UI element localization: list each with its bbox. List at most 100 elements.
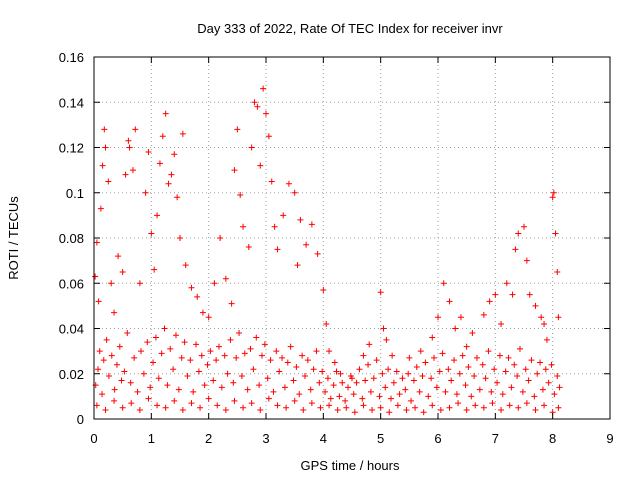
data-point [190, 388, 197, 395]
data-point [195, 368, 202, 375]
data-point [240, 223, 247, 230]
data-point [270, 388, 277, 395]
plot-frame [93, 56, 611, 420]
data-point [324, 375, 331, 382]
data-point [377, 404, 384, 411]
data-point [344, 384, 351, 391]
data-point [405, 370, 412, 377]
data-point [111, 309, 118, 316]
data-point [187, 357, 194, 364]
data-point [416, 388, 423, 395]
data-point [287, 343, 294, 350]
data-point [171, 397, 178, 404]
x-tick-label: 4 [320, 431, 327, 446]
data-point [138, 348, 145, 355]
data-point [103, 336, 110, 343]
data-point [194, 293, 201, 300]
x-tick-label: 1 [148, 431, 155, 446]
data-point [303, 241, 310, 248]
data-point [240, 404, 247, 411]
data-point [390, 379, 397, 386]
data-point [172, 332, 179, 339]
data-point [258, 352, 265, 359]
data-point [273, 348, 280, 355]
data-point [472, 402, 479, 409]
data-point [184, 373, 191, 380]
data-point [330, 382, 337, 389]
data-point [555, 404, 562, 411]
y-tick-label: 0.06 [59, 276, 84, 291]
data-point [268, 178, 275, 185]
data-point [396, 391, 403, 398]
data-point [260, 85, 267, 92]
data-point [93, 402, 100, 409]
data-point [515, 404, 522, 411]
data-point [136, 406, 143, 413]
data-point [299, 352, 306, 359]
data-point [150, 359, 157, 366]
data-point [294, 262, 301, 269]
data-point [213, 357, 220, 364]
y-tick-label: 0.14 [59, 95, 84, 110]
data-point [503, 280, 510, 287]
data-point [251, 99, 258, 106]
data-point [446, 298, 453, 305]
data-point [393, 368, 400, 375]
data-point [102, 406, 109, 413]
data-point [128, 400, 135, 407]
data-point [512, 246, 519, 253]
data-point [435, 314, 441, 321]
data-point [210, 377, 217, 384]
data-point [322, 388, 329, 395]
data-point [538, 314, 545, 321]
data-point [489, 400, 496, 407]
data-point [531, 393, 538, 400]
data-point [205, 314, 212, 321]
data-point [237, 192, 244, 199]
data-point [359, 395, 366, 402]
data-point [247, 345, 254, 352]
data-point [129, 167, 136, 174]
data-point [436, 368, 443, 375]
data-point [174, 194, 181, 201]
data-point [156, 160, 163, 167]
data-point [347, 373, 354, 380]
y-tick-label: 0.1 [66, 186, 84, 201]
data-point [154, 212, 161, 219]
data-point [539, 386, 546, 393]
data-point [125, 137, 132, 144]
data-point [131, 354, 138, 361]
data-point [119, 268, 126, 275]
data-point [353, 379, 360, 386]
data-point [307, 386, 314, 393]
data-point [511, 361, 518, 368]
data-point [96, 348, 103, 355]
x-tick-label: 7 [492, 431, 499, 446]
data-point [425, 393, 432, 400]
y-tick-label: 0.16 [59, 50, 84, 65]
data-point [265, 133, 272, 140]
data-point [537, 359, 544, 366]
data-point [532, 302, 539, 309]
data-point [422, 359, 429, 366]
data-point [420, 409, 427, 416]
data-point [548, 361, 555, 368]
data-point [245, 244, 252, 251]
data-point [188, 400, 195, 407]
y-tick-label: 0.02 [59, 367, 84, 382]
data-point [217, 235, 224, 241]
x-tick-label: 8 [549, 431, 556, 446]
data-point [476, 386, 483, 393]
data-point [162, 404, 169, 411]
data-point [152, 334, 159, 341]
data-point [314, 250, 321, 257]
data-point [480, 404, 487, 411]
data-point [365, 361, 372, 368]
data-point [231, 167, 238, 174]
data-point [121, 368, 128, 375]
data-point [445, 366, 452, 373]
data-point [279, 354, 286, 361]
data-point [442, 388, 449, 395]
data-point [515, 230, 522, 237]
data-point [250, 366, 257, 373]
